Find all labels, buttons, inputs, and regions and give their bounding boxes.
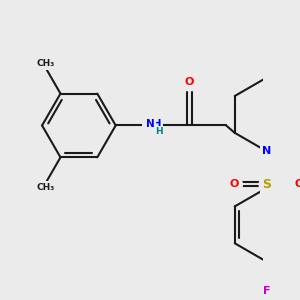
Text: CH₃: CH₃ <box>37 183 55 192</box>
Text: O: O <box>184 76 194 86</box>
Text: S: S <box>262 178 271 191</box>
Text: CH₃: CH₃ <box>37 59 55 68</box>
Text: N: N <box>146 118 155 128</box>
Text: O: O <box>294 179 300 189</box>
Text: F: F <box>263 286 270 296</box>
Text: NH: NH <box>144 118 161 128</box>
Text: O: O <box>230 179 239 189</box>
Text: N: N <box>262 146 271 156</box>
Text: H: H <box>155 127 163 136</box>
